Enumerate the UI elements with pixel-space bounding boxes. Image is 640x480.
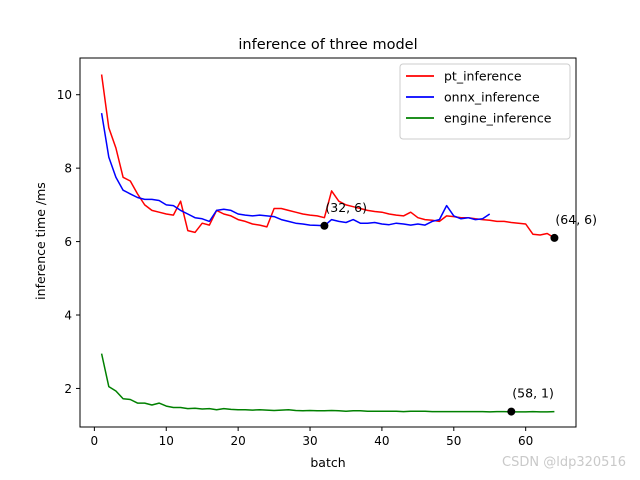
x-tick-label: 20 <box>231 434 246 448</box>
annotation-point <box>507 407 516 416</box>
annotation-label: (64, 6) <box>555 212 597 227</box>
legend: pt_inference onnx_inference engine_inferen… <box>399 63 571 140</box>
legend-label-onnx-inference: onnx_inference <box>444 90 540 105</box>
axes-frame <box>79 57 577 428</box>
watermark: CSDN @ldp320516 <box>502 455 626 470</box>
plot-area: 0 10 20 30 40 50 60 2 4 6 8 10 (32, 6) (64, 6) (58, 1) <box>57 57 597 448</box>
legend-label-pt-inference: pt_inference <box>444 69 522 84</box>
y-tick-label: 10 <box>57 88 72 102</box>
series-line-engine-inference <box>100 353 555 413</box>
legend-box <box>399 63 571 140</box>
x-tick-label: 60 <box>518 434 533 448</box>
y-tick-label: 8 <box>64 162 72 176</box>
annotation-label: (32, 6) <box>325 200 367 215</box>
chart-title: inference of three model <box>238 37 417 53</box>
annotation-point <box>550 233 559 242</box>
y-axis-label: inference time /ms <box>33 182 48 300</box>
series-line-onnx-inference <box>100 112 491 227</box>
annotation-point <box>320 221 329 230</box>
y-tick-label: 2 <box>64 382 72 396</box>
y-tick-label: 6 <box>64 235 72 249</box>
x-tick-label: 50 <box>446 434 461 448</box>
y-tick-label: 4 <box>64 309 72 323</box>
x-tick-label: 10 <box>159 434 174 448</box>
x-tick-label: 40 <box>374 434 389 448</box>
annotation-label: (58, 1) <box>512 386 554 401</box>
x-tick-label: 30 <box>302 434 317 448</box>
legend-label-engine-inference: engine_inference <box>444 111 552 126</box>
x-tick-label: 0 <box>91 434 99 448</box>
x-axis-label: batch <box>310 455 345 470</box>
